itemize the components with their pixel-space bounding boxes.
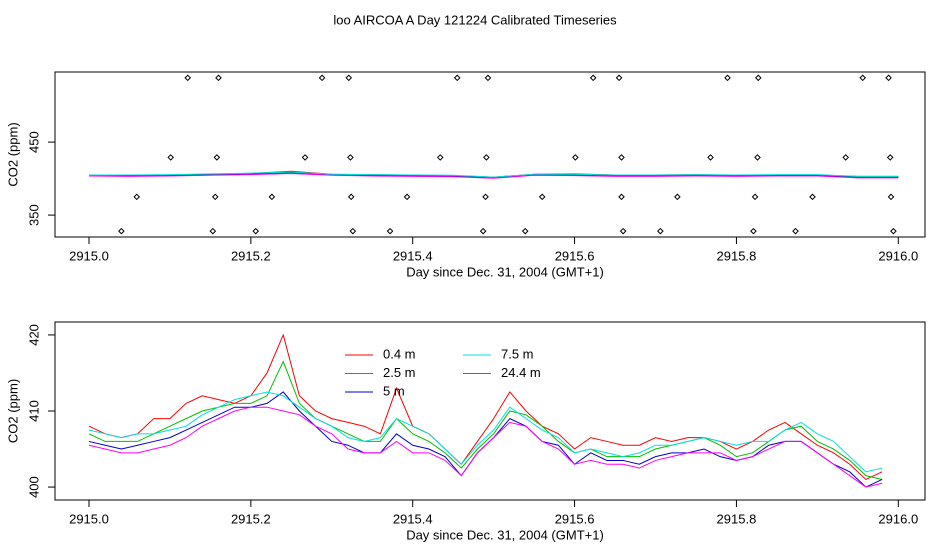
data-point: [479, 227, 487, 235]
data-point: [887, 193, 895, 201]
data-point: [707, 154, 714, 161]
data-point: [886, 154, 894, 161]
data-point: [619, 227, 627, 235]
data-point: [209, 227, 217, 235]
x-axis-label: Day since Dec. 31, 2004 (GMT+1): [406, 264, 604, 279]
data-point: [347, 193, 355, 201]
x-tick-label: 2915.4: [393, 511, 433, 526]
data-point: [589, 74, 597, 82]
data-point: [268, 193, 276, 201]
y-tick-label: 400: [26, 476, 41, 498]
data-point: [301, 154, 309, 161]
data-point: [484, 74, 492, 82]
data-point: [118, 227, 125, 235]
data-point: [657, 227, 664, 235]
data-point: [403, 193, 411, 201]
data-point: [538, 193, 546, 201]
y-axis-label: CO2 (ppm): [5, 122, 20, 186]
data-point: [213, 154, 221, 161]
data-point: [349, 227, 357, 235]
y-tick-label: 350: [26, 204, 41, 226]
legend-label: 24.4 m: [501, 365, 541, 380]
y-tick-label: 410: [26, 400, 41, 422]
series-line: [88, 391, 883, 473]
x-tick-label: 2915.8: [717, 248, 757, 263]
data-point: [842, 154, 849, 161]
legend-label: 5 m: [383, 383, 405, 398]
data-point: [859, 74, 866, 82]
data-point: [436, 154, 444, 161]
data-point: [483, 154, 490, 161]
series-line: [88, 172, 899, 179]
data-point: [184, 74, 192, 82]
x-tick-label: 2915.2: [231, 511, 271, 526]
series-line: [88, 360, 883, 480]
data-point: [318, 74, 326, 82]
data-point: [345, 74, 353, 82]
data-point: [618, 154, 625, 161]
data-point: [252, 227, 260, 235]
data-point: [615, 74, 623, 82]
data-point: [133, 193, 141, 201]
data-point: [750, 227, 757, 235]
data-point: [724, 74, 731, 82]
x-tick-label: 2915.0: [69, 248, 109, 263]
data-point: [347, 154, 354, 161]
x-tick-label: 2915.0: [69, 511, 109, 526]
data-point: [211, 193, 219, 201]
x-tick-label: 2916.0: [878, 248, 918, 263]
x-tick-label: 2915.8: [717, 511, 757, 526]
data-point: [674, 193, 681, 201]
series-line: [88, 391, 883, 488]
data-point: [809, 193, 816, 201]
data-point: [482, 193, 489, 201]
series-line: [88, 333, 883, 481]
data-point: [618, 193, 625, 201]
y-tick-label: 450: [26, 131, 41, 153]
y-tick-label: 420: [26, 324, 41, 346]
data-point: [572, 154, 579, 161]
plot-panel: 2915.0 2915.2 2915.4 2915.6 2915.8 2916.0 350 4…: [5, 71, 926, 279]
plot-frame: [54, 321, 926, 501]
plot-frame: [54, 71, 926, 238]
data-point: [167, 154, 175, 161]
x-tick-label: 2915.6: [555, 511, 595, 526]
x-tick-label: 2915.2: [231, 248, 271, 263]
x-tick-label: 2915.6: [555, 248, 595, 263]
x-tick-label: 2916.0: [878, 511, 918, 526]
data-point: [754, 74, 762, 82]
legend-label: 2.5 m: [383, 365, 416, 380]
data-point: [215, 74, 222, 82]
data-point: [792, 227, 799, 235]
series-line: [88, 171, 899, 178]
legend-label: 7.5 m: [501, 346, 534, 361]
legend: 0.4 m 2.5 m 5 m 7.5 m 24.4 m: [345, 346, 541, 398]
x-tick-label: 2915.4: [393, 248, 433, 263]
data-point: [754, 154, 761, 161]
plot-panel: 2915.0 2915.2 2915.4 2915.6 2915.8 2916.0 400 4…: [5, 321, 926, 542]
x-axis-label: Day since Dec. 31, 2004 (GMT+1): [406, 527, 604, 542]
data-point: [885, 74, 892, 82]
data-point: [890, 227, 897, 235]
figure-title: loo AIRCOA A Day 121224 Calibrated Times…: [333, 12, 617, 27]
data-point: [751, 193, 759, 201]
y-axis-label: CO2 (ppm): [5, 379, 20, 443]
data-point: [453, 74, 461, 82]
data-point: [521, 227, 529, 235]
series-line: [88, 406, 883, 488]
data-point: [386, 227, 394, 235]
legend-label: 0.4 m: [383, 346, 416, 361]
